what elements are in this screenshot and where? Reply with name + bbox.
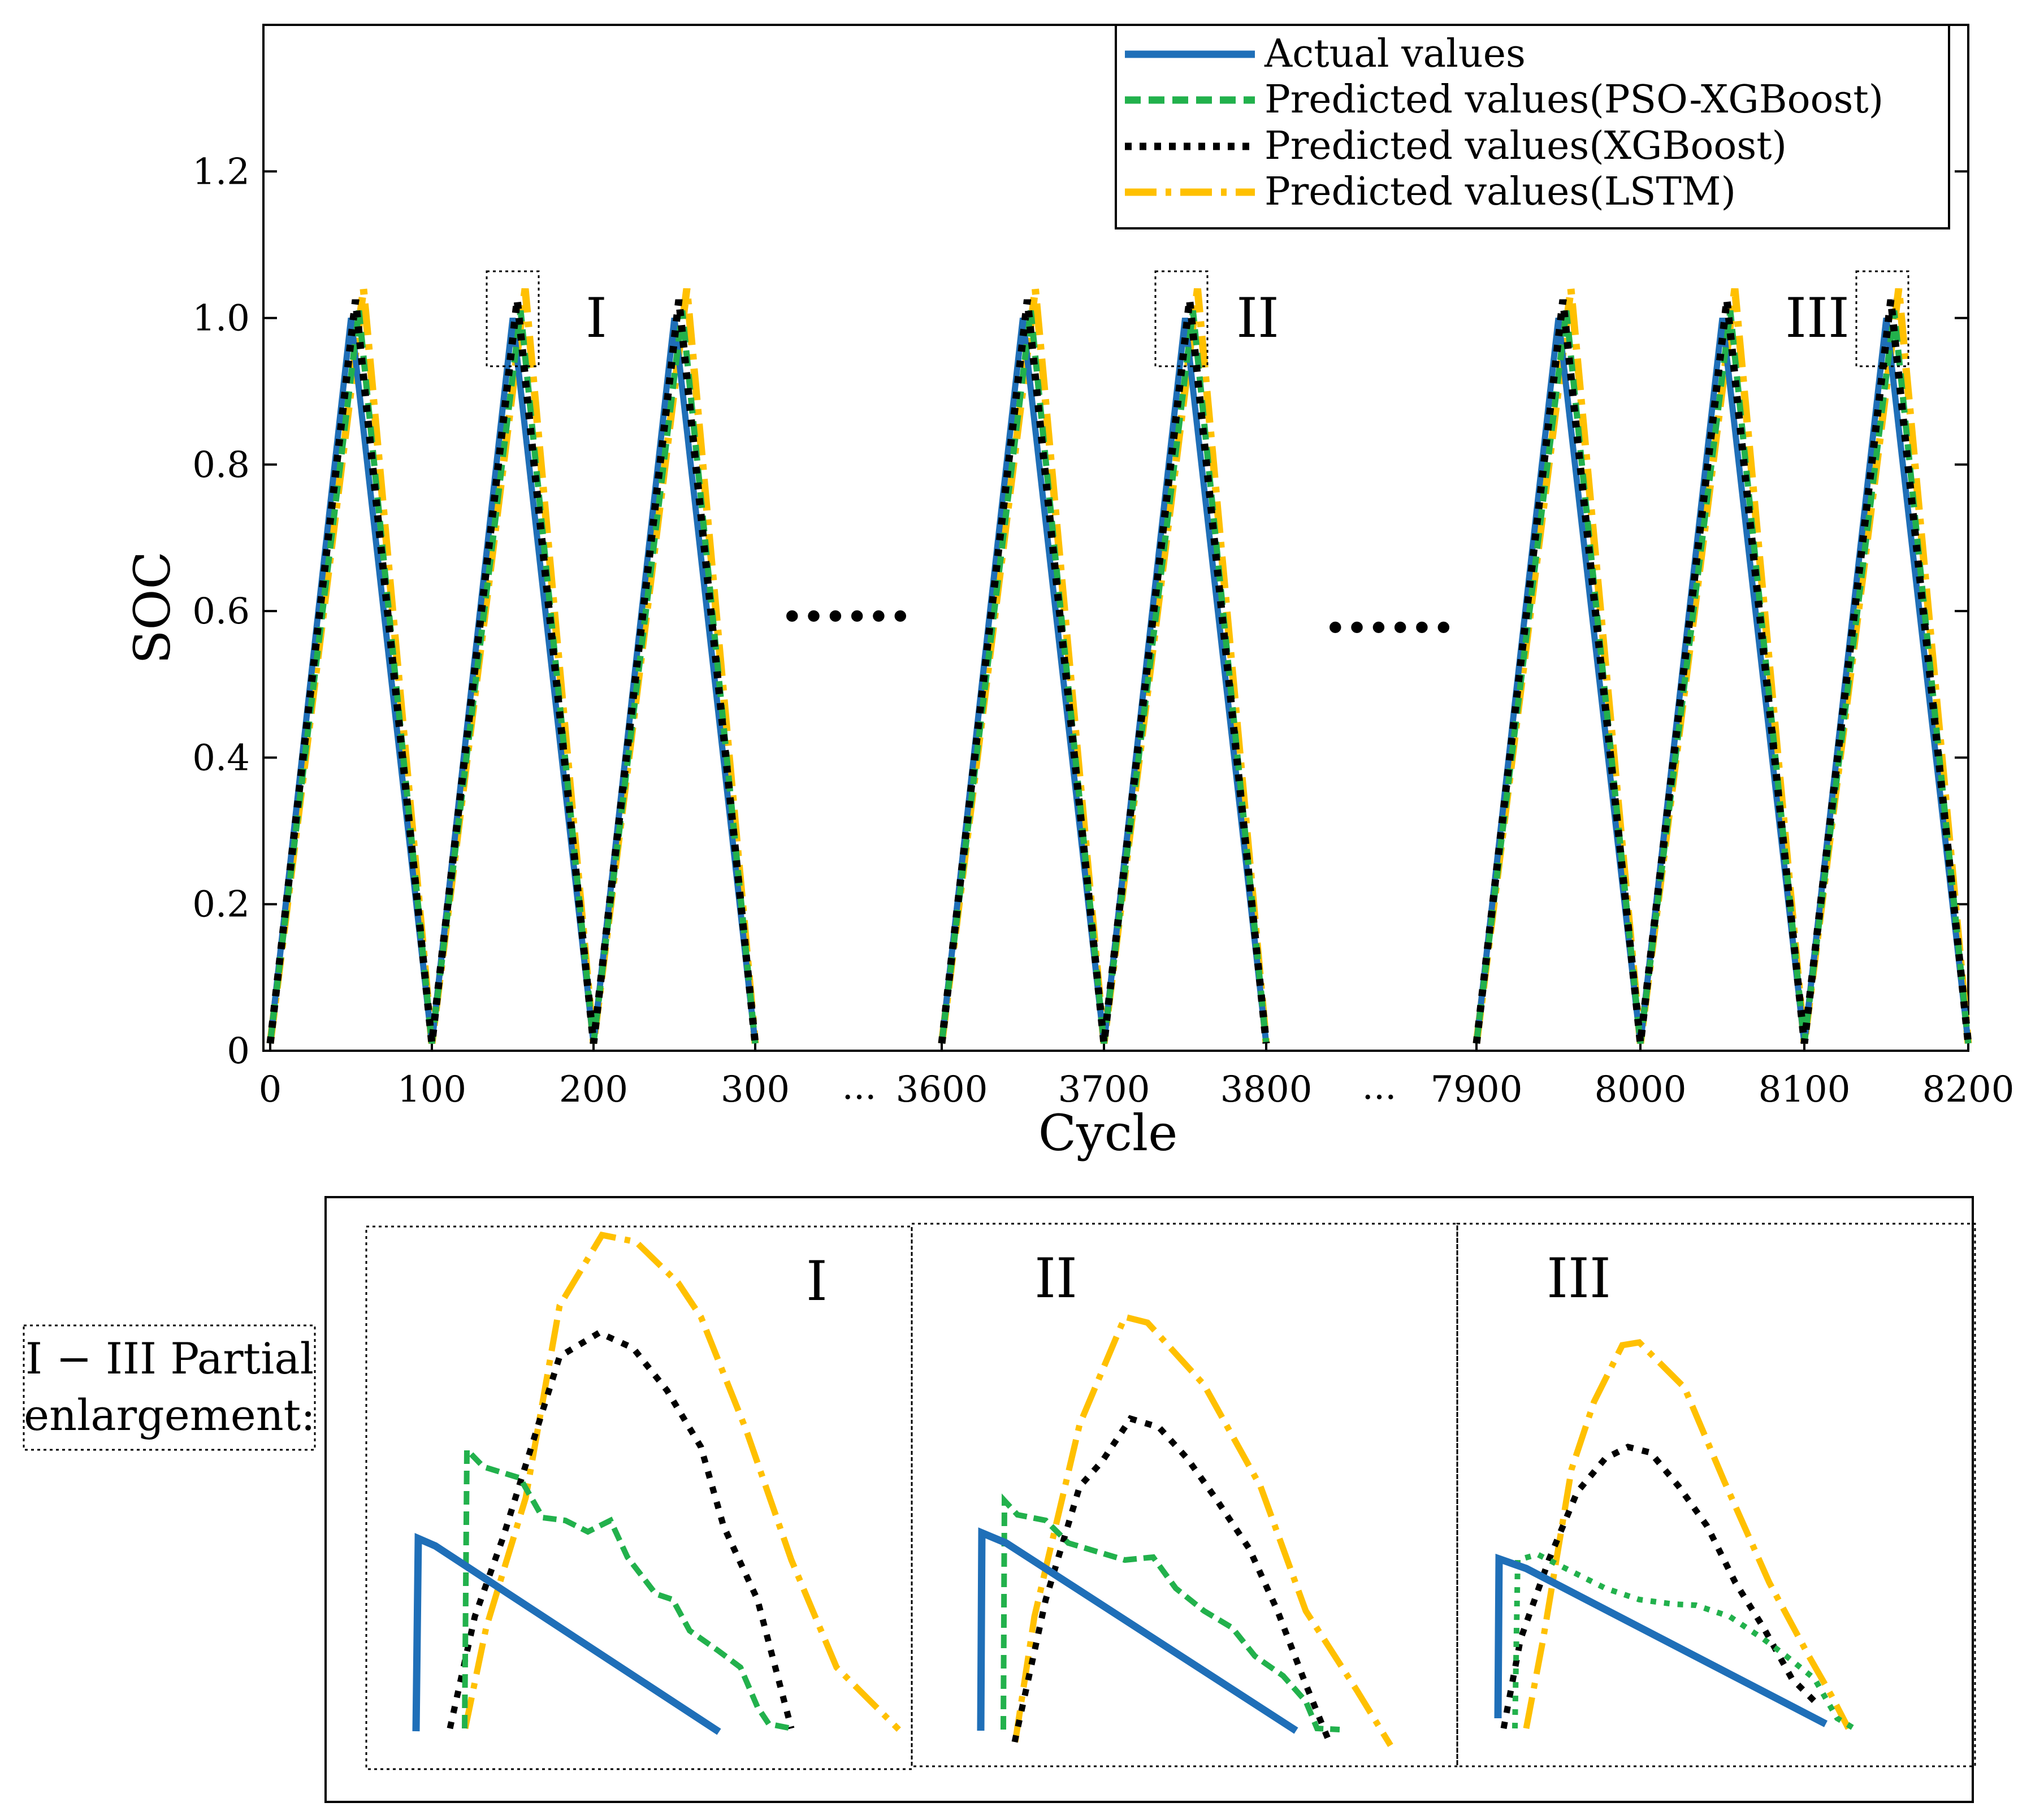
inset: I − III Partial enlargement: I II III <box>23 1196 1976 1803</box>
legend: Actual values Predicted values(PSO-XGBoo… <box>1115 24 1950 229</box>
x-tick-label: 8000 <box>1595 1069 1687 1111</box>
inset-panel-I <box>365 1225 913 1770</box>
gap-marker-1: ······ <box>781 579 911 652</box>
zoom-label-2: II <box>1236 287 1279 350</box>
zoom-box-2 <box>1154 270 1209 367</box>
series-lstm-seg1 <box>266 288 759 1044</box>
x-tick-label: 200 <box>559 1069 628 1111</box>
inset-II-actual <box>977 1527 1298 1734</box>
legend-label-xgb: Predicted values(XGBoost) <box>1264 124 1787 168</box>
x-tick-label: 100 <box>397 1069 466 1111</box>
inset-II-lstm <box>1012 1313 1393 1747</box>
y-tick-label: 1.0 <box>192 298 250 340</box>
inset-I-actual <box>412 1533 721 1735</box>
inset-panel-label-I: I <box>806 1250 828 1313</box>
zoom-box-3 <box>1855 270 1909 367</box>
x-tick-label: 3800 <box>1220 1069 1313 1111</box>
zoom-label-1: I <box>586 287 607 350</box>
legend-label-lstm: Predicted values(LSTM) <box>1264 170 1736 214</box>
inset-caption-line1: I − III Partial <box>25 1333 314 1384</box>
x-tick-label: 300 <box>721 1069 790 1111</box>
x-axis-label: Cycle <box>1038 1104 1178 1162</box>
series-pso-seg2 <box>938 310 1270 1044</box>
series-pso-seg3 <box>1473 310 1972 1044</box>
legend-label-pso: Predicted values(PSO-XGBoost) <box>1264 77 1883 122</box>
inset-III-xgb <box>1500 1444 1817 1730</box>
x-tick-label: 8100 <box>1759 1069 1851 1111</box>
x-axis-break: ... <box>1362 1066 1396 1108</box>
inset-panel-III <box>1456 1223 1976 1767</box>
y-axis-label: SOC <box>123 551 181 664</box>
inset-panel-II <box>911 1223 1458 1767</box>
inset-III-pso <box>1512 1551 1856 1731</box>
y-tick-label: 1.2 <box>192 151 250 193</box>
x-tick-label: 3700 <box>1058 1069 1150 1111</box>
y-tick-label: 0.8 <box>192 444 250 486</box>
y-tick-label: 0.6 <box>192 591 250 632</box>
inset-II-xgb <box>1011 1415 1332 1743</box>
series-actual-seg2 <box>938 317 1270 1044</box>
y-tick-label: 0 <box>227 1030 250 1072</box>
y-tick-label: 0.2 <box>192 884 250 926</box>
inset-caption-line2: enlargement: <box>24 1390 315 1440</box>
x-tick-label: 3600 <box>896 1069 988 1111</box>
x-tick-label: 0 <box>259 1069 282 1111</box>
x-tick-label: 8200 <box>1922 1069 2015 1111</box>
inset-I-pso <box>462 1442 792 1731</box>
series-pso-seg1 <box>267 310 759 1044</box>
zoom-label-3: III <box>1785 287 1850 350</box>
series-xgb-seg1 <box>266 299 759 1044</box>
zoom-markers: I II III <box>486 270 1909 367</box>
inset-panel-label-II: II <box>1034 1247 1077 1310</box>
series-lstm-seg3 <box>1473 288 1972 1044</box>
y-axis: 0 0.2 0.4 0.6 0.8 1.0 1.2 <box>192 151 1968 1072</box>
inset-III-lstm <box>1523 1339 1851 1730</box>
inset-I-lstm <box>462 1231 901 1732</box>
x-tick-label: 7900 <box>1431 1069 1523 1111</box>
inset-caption-box <box>23 1324 316 1451</box>
gap-marker-2: ······ <box>1324 591 1454 664</box>
inset-III-actual <box>1494 1553 1828 1727</box>
series-layer <box>266 288 1972 1044</box>
x-axis: 0 100 200 300 3600 3700 3800 7900 8000 8100 8200..… <box>259 1037 2015 1111</box>
x-axis-break: ... <box>842 1066 876 1108</box>
y-tick-label: 0.4 <box>192 737 250 779</box>
series-xgb-seg3 <box>1473 299 1972 1044</box>
zoom-box-1 <box>486 270 540 367</box>
inset-panel-label-III: III <box>1547 1247 1611 1310</box>
inset-outer-frame <box>324 1196 1974 1803</box>
inset-II-pso <box>1001 1493 1340 1732</box>
legend-label-actual: Actual values <box>1264 32 1526 76</box>
